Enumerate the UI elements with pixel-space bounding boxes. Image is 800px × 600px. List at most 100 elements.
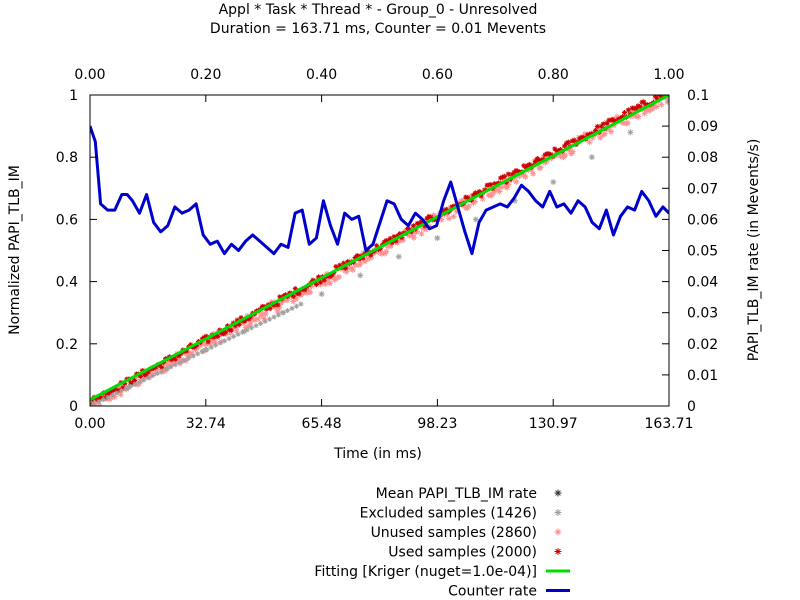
x2-tick-label: 0.20 xyxy=(190,67,221,83)
unused-sample-point xyxy=(530,170,537,177)
used-sample-point xyxy=(215,333,221,339)
x-tick-label: 32.74 xyxy=(186,416,226,432)
used-sample-point xyxy=(600,121,606,127)
y2-tick-label: 0.01 xyxy=(687,368,718,384)
excluded-sample-point xyxy=(293,303,299,309)
excluded-sample-point xyxy=(434,235,441,242)
unused-sample-point xyxy=(418,230,425,237)
series-layer xyxy=(90,88,672,406)
y-tick-label: 0 xyxy=(69,399,78,415)
excluded-sample-point xyxy=(154,370,160,376)
unused-sample-point xyxy=(586,139,593,146)
used-sample-point xyxy=(604,120,610,126)
x-tick-label: 98.23 xyxy=(417,416,457,432)
y2-axis-label: PAPI_TLB_IM rate (in Mevents/s) xyxy=(746,139,762,362)
used-sample-point xyxy=(633,106,639,112)
unused-sample-point xyxy=(306,289,313,296)
series-excluded-samples xyxy=(90,98,669,406)
excluded-sample-point xyxy=(141,377,147,383)
legend-entry: Unused samples (2860) xyxy=(371,525,562,541)
unused-sample-point xyxy=(322,281,329,288)
y-tick-label: 0.4 xyxy=(56,275,78,291)
excluded-sample-point xyxy=(163,366,169,372)
unused-sample-point xyxy=(293,295,300,302)
used-sample-point xyxy=(488,181,494,187)
unused-sample-point xyxy=(450,213,457,220)
unused-sample-point xyxy=(465,202,472,209)
used-sample-point xyxy=(410,223,416,229)
used-sample-point xyxy=(321,277,327,283)
x-tick-label: 130.97 xyxy=(529,416,578,432)
legend-label: Unused samples (2860) xyxy=(371,525,537,541)
legend-entry: Fitting [Kriger (nuget=1.0e-04)] xyxy=(314,564,570,580)
x2-tick-label: 0.00 xyxy=(74,67,105,83)
unused-sample-point xyxy=(569,148,576,155)
legend-entry: Counter rate xyxy=(448,584,570,600)
excluded-sample-point xyxy=(114,390,120,396)
used-sample-point xyxy=(267,306,273,312)
used-sample-point xyxy=(667,88,672,93)
legend-label: Used samples (2000) xyxy=(388,545,537,561)
excluded-sample-point xyxy=(249,325,255,331)
used-sample-point xyxy=(594,123,600,129)
unused-sample-point xyxy=(349,266,356,273)
excluded-sample-point xyxy=(109,392,115,398)
excluded-sample-point xyxy=(588,154,595,161)
excluded-sample-point xyxy=(395,253,402,260)
legend-label: Fitting [Kriger (nuget=1.0e-04)] xyxy=(314,564,537,580)
excluded-sample-point xyxy=(217,340,223,346)
unused-sample-point xyxy=(537,164,544,171)
y-tick-label: 0.6 xyxy=(56,212,78,228)
used-sample-point xyxy=(501,173,507,179)
unused-sample-point xyxy=(446,215,453,222)
y-tick-label: 0.8 xyxy=(56,150,78,166)
x2-tick-label: 0.80 xyxy=(538,67,569,83)
used-sample-point xyxy=(228,327,234,333)
x-axis-label: Time (in ms) xyxy=(333,446,422,462)
chart-title: Appl * Task * Thread * - Group_0 - Unres… xyxy=(219,2,538,18)
y2-tick-label: 0.05 xyxy=(687,244,718,260)
used-sample-point xyxy=(314,281,320,287)
series-fitting-line xyxy=(90,95,669,402)
used-sample-point xyxy=(637,104,643,110)
unused-sample-point xyxy=(383,248,390,255)
legend-label: Counter rate xyxy=(448,584,537,600)
excluded-sample-point xyxy=(186,355,192,361)
x-tick-label: 65.48 xyxy=(302,416,342,432)
excluded-sample-point xyxy=(235,331,241,337)
legend-swatch-point xyxy=(554,548,562,555)
excluded-sample-point xyxy=(267,316,273,322)
y2-tick-label: 0 xyxy=(687,399,696,415)
used-sample-point xyxy=(610,116,616,122)
unused-sample-point xyxy=(290,298,297,305)
legend-entry: Excluded samples (1426) xyxy=(360,506,562,522)
y-tick-label: 0.2 xyxy=(56,337,78,353)
excluded-sample-point xyxy=(190,353,196,359)
unused-sample-point xyxy=(497,184,504,191)
excluded-sample-point xyxy=(226,336,232,342)
ticks-layer: 0.00 32.74 65.48 98.23 130.97 163.710.00 0.20 0… xyxy=(56,67,719,432)
excluded-sample-point xyxy=(289,305,295,311)
excluded-sample-point xyxy=(105,394,111,400)
excluded-sample-point xyxy=(181,357,187,363)
used-sample-point xyxy=(665,88,670,93)
legend-entry: Mean PAPI_TLB_IM rate xyxy=(376,486,562,502)
excluded-sample-point xyxy=(213,342,219,348)
excluded-sample-point xyxy=(271,314,277,320)
used-sample-point xyxy=(275,302,281,308)
excluded-sample-point xyxy=(298,301,304,307)
series-counter-rate-line xyxy=(90,125,669,256)
legend-swatch-point xyxy=(554,489,562,497)
used-sample-point xyxy=(172,356,178,362)
unused-sample-point xyxy=(522,173,529,180)
excluded-sample-point xyxy=(262,318,268,324)
excluded-sample-point xyxy=(91,401,97,406)
unused-sample-point xyxy=(624,120,631,127)
y2-tick-label: 0.1 xyxy=(687,88,709,104)
excluded-sample-point xyxy=(123,386,129,392)
used-sample-point xyxy=(223,329,229,335)
excluded-sample-point xyxy=(244,327,250,333)
used-sample-point xyxy=(205,339,211,345)
excluded-sample-point xyxy=(145,375,151,381)
